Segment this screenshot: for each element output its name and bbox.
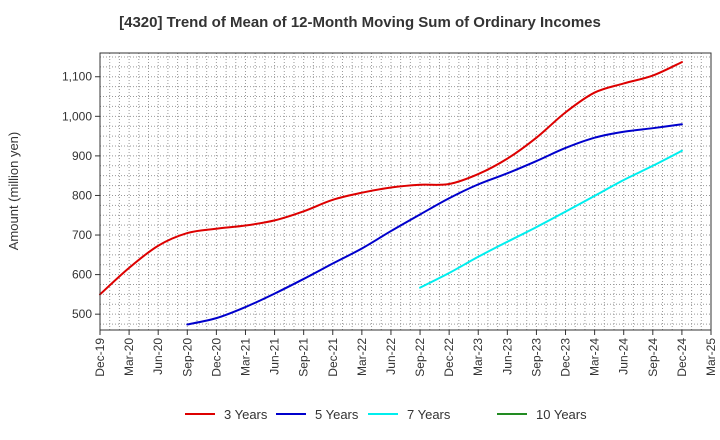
series-lines (99, 61, 683, 326)
x-tick-label: Jun-24 (617, 338, 631, 375)
x-tick-label: Jun-22 (384, 338, 398, 375)
x-tick-label: Jun-20 (151, 338, 165, 375)
x-tick-label: Jun-23 (500, 338, 514, 375)
y-axis-title: Amount (million yen) (6, 132, 21, 251)
x-tick-label: Mar-25 (704, 338, 718, 376)
y-tick-label: 700 (72, 228, 92, 242)
x-tick-label: Mar-22 (355, 338, 369, 376)
x-tick-label: Dec-19 (93, 338, 107, 377)
grid-lines (100, 53, 711, 330)
x-tick-label: Dec-24 (675, 338, 689, 377)
y-tick-label: 800 (72, 188, 92, 202)
series-line-3 (419, 149, 683, 289)
y-tick-label: 1,000 (62, 109, 92, 123)
x-tick-label: Dec-22 (442, 338, 456, 377)
plot-area (100, 53, 711, 330)
y-tick-label: 1,100 (62, 70, 92, 84)
chart-title: [4320] Trend of Mean of 12-Month Moving … (119, 14, 601, 31)
x-tick-label: Dec-23 (559, 338, 573, 377)
legend: 3 Years 5 Years 7 Years 10 Years (185, 407, 587, 422)
y-axis: 500 600 700 800 900 1,000 1,100 (62, 70, 100, 321)
plot-border (99, 52, 712, 331)
x-tick-label: Sep-20 (180, 338, 194, 377)
x-tick-label: Mar-24 (588, 338, 602, 376)
series-line-1 (99, 61, 683, 296)
legend-label: 7 Years (407, 407, 451, 422)
x-tick-label: Jun-21 (268, 338, 282, 375)
legend-label: 10 Years (536, 407, 587, 422)
legend-label: 5 Years (315, 407, 359, 422)
y-tick-label: 600 (72, 268, 92, 282)
y-tick-label: 500 (72, 307, 92, 321)
x-tick-label: Dec-21 (326, 338, 340, 377)
x-tick-label: Sep-24 (646, 338, 660, 377)
x-tick-label: Dec-20 (209, 338, 223, 377)
x-tick-label: Mar-23 (471, 338, 485, 376)
x-tick-label: Mar-20 (122, 338, 136, 376)
legend-label: 3 Years (224, 407, 268, 422)
series-line-2 (186, 123, 683, 326)
y-tick-label: 900 (72, 149, 92, 163)
x-axis: Dec-19 Mar-20 Jun-20 Sep-20 Dec-20 Mar-21 Jun-… (93, 330, 718, 377)
x-tick-label: Sep-21 (297, 338, 311, 377)
x-tick-label: Mar-21 (238, 338, 252, 376)
x-tick-label: Sep-22 (413, 338, 427, 377)
x-tick-label: Sep-23 (529, 338, 543, 377)
